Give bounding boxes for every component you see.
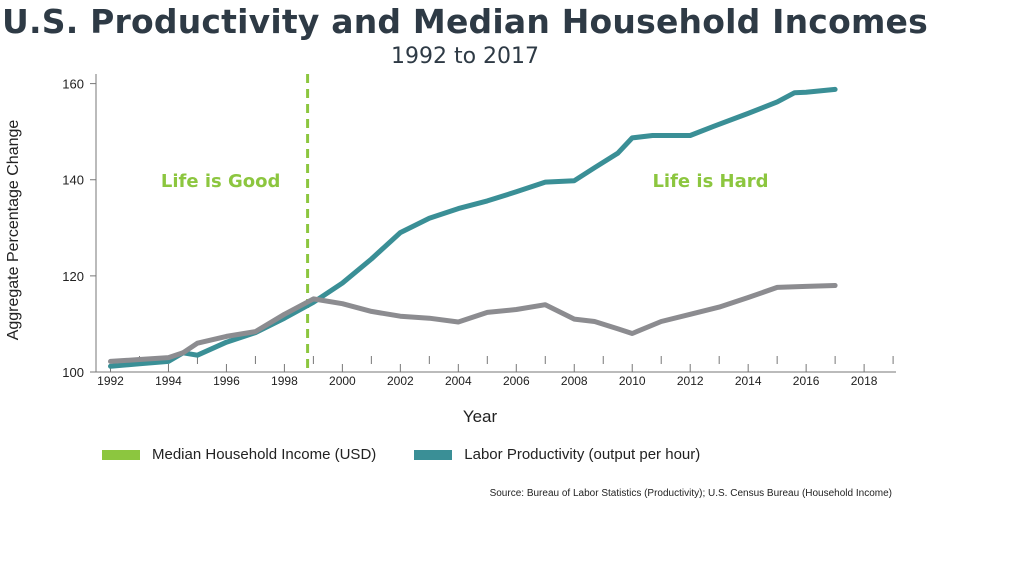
- x-tick-label-2002: 2002: [387, 374, 414, 388]
- productivity-line: [108, 86, 838, 369]
- x-tick-label-1992: 1992: [97, 374, 124, 388]
- x-tick-label-2010: 2010: [619, 374, 646, 388]
- x-axis-label: Year: [462, 407, 498, 426]
- annotation-life-is-good: Life is Good: [161, 171, 281, 192]
- legend-swatch-income: [102, 449, 140, 460]
- x-tick-label-1998: 1998: [271, 374, 298, 388]
- x-tick-label-2016: 2016: [793, 374, 820, 388]
- x-tick-label-2018: 2018: [851, 374, 878, 388]
- y-tick-label-120: 120: [62, 269, 84, 284]
- x-tick-label-2004: 2004: [445, 374, 472, 388]
- chart-subtitle: 1992 to 2017: [390, 44, 540, 69]
- source-note: Source: Bureau of Labor Statistics (Prod…: [489, 488, 892, 499]
- x-tick-label-2008: 2008: [561, 374, 588, 388]
- x-tick-label-2006: 2006: [503, 374, 530, 388]
- annotation-life-is-hard: Life is Hard: [652, 171, 768, 192]
- y-tick-label-160: 160: [62, 77, 84, 92]
- y-tick-label-100: 100: [62, 365, 84, 380]
- legend-swatch-productivity: [414, 449, 453, 460]
- income-line: [108, 283, 838, 364]
- x-tick-label-1996: 1996: [213, 374, 240, 388]
- legend-label-income: Median Household Income (USD): [152, 446, 377, 463]
- x-tick-label-1994: 1994: [155, 374, 182, 388]
- x-tick-label-2000: 2000: [329, 374, 356, 388]
- legend-item-income: Median Household Income (USD): [102, 446, 376, 463]
- chart-title: U.S. Productivity and Median Household I…: [2, 2, 928, 41]
- legend-item-productivity: Labor Productivity (output per hour): [414, 446, 700, 463]
- legend: Median Household Income (USD) Labor Prod…: [102, 446, 738, 463]
- x-tick-label-2012: 2012: [677, 374, 704, 388]
- legend-label-productivity: Labor Productivity (output per hour): [464, 446, 701, 463]
- y-tick-label-140: 140: [62, 173, 84, 188]
- x-tick-label-2014: 2014: [735, 374, 762, 388]
